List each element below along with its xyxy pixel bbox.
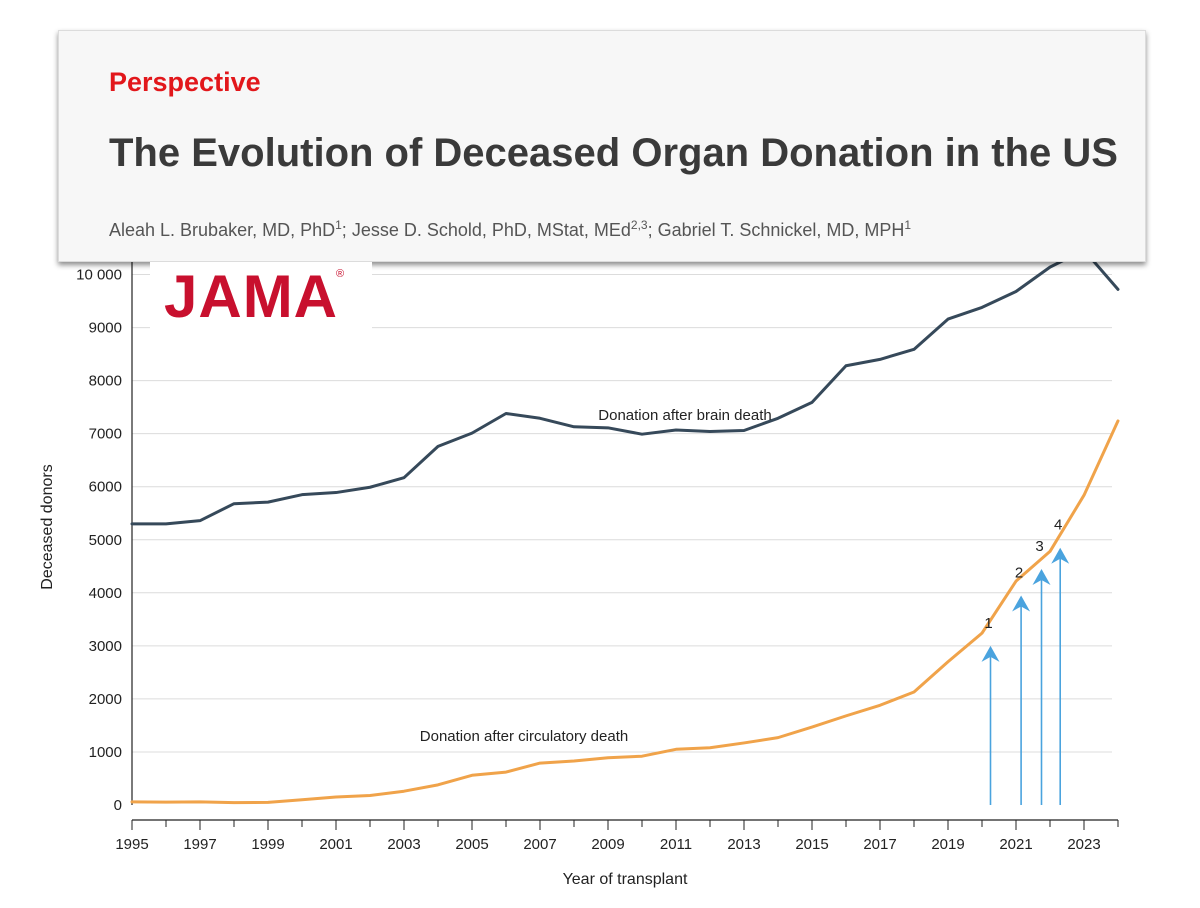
x-tick-label: 2017	[863, 836, 896, 853]
x-tick-label: 2007	[523, 836, 556, 853]
annotation-label: 3	[1035, 538, 1043, 555]
x-tick-label: 2015	[795, 836, 828, 853]
author-name[interactable]: Jesse D. Schold, PhD, MStat, MEd	[351, 220, 631, 240]
x-tick-label: 1999	[251, 836, 284, 853]
series-label-dcd: Donation after circulatory death	[420, 728, 628, 745]
x-tick-label: 2011	[660, 836, 692, 853]
x-tick-label: 2021	[999, 836, 1032, 853]
x-axis-label: Year of transplant	[563, 871, 688, 888]
y-tick-label: 7000	[89, 426, 122, 443]
author-affiliation: 1	[335, 218, 342, 232]
y-axis-label: Deceased donors	[39, 464, 56, 589]
author-affiliation: 2,3	[630, 218, 648, 232]
annotation-arrowhead	[1032, 568, 1051, 585]
author-separator: ;	[647, 220, 658, 240]
section-kicker[interactable]: Perspective	[109, 67, 261, 97]
series-label-dbd: Donation after brain death	[598, 407, 771, 424]
annotation-label: 1	[984, 615, 992, 632]
author-list: Aleah L. Brubaker, MD, PhD1; Jesse D. Sc…	[109, 218, 911, 241]
author-name[interactable]: Aleah L. Brubaker, MD, PhD	[109, 220, 336, 240]
y-tick-label: 3000	[89, 638, 122, 655]
gridlines	[132, 274, 1112, 753]
jama-logo: JAMA ®	[150, 262, 372, 340]
axes: 0 1000 2000 3000 4000 5000 6000 7000 8000 9000 10 …	[76, 248, 1119, 853]
y-tick-label: 9000	[89, 320, 122, 337]
x-tick-label: 2003	[387, 836, 420, 853]
annotation-label: 2	[1015, 564, 1023, 581]
author-affiliation: 1	[904, 218, 912, 232]
y-tick-label: 2000	[89, 691, 122, 708]
x-tick-label: 2019	[931, 836, 964, 853]
series-line-dbd	[130, 248, 1120, 526]
article-title: The Evolution of Deceased Organ Donation…	[109, 131, 1118, 175]
x-tick-label: 1995	[115, 836, 148, 853]
y-tick-label: 8000	[89, 373, 122, 390]
annotation-arrowhead	[981, 645, 1000, 662]
x-tick-label: 1997	[183, 836, 216, 853]
y-tick-label: 4000	[89, 585, 122, 602]
author-name[interactable]: Gabriel T. Schnickel, MD, MPH	[657, 220, 905, 240]
annotation-arrowhead	[1012, 595, 1031, 612]
author-separator: ;	[341, 220, 352, 240]
y-tick-label: 5000	[89, 532, 122, 549]
x-tick-label: 2009	[591, 836, 624, 853]
series-lines	[130, 248, 1120, 805]
y-tick-label: 0	[114, 797, 122, 814]
logo-wordmark: JAMA	[164, 263, 339, 330]
y-tick-label: 10 000	[76, 267, 122, 284]
y-tick-label: 6000	[89, 479, 122, 496]
registered-mark: ®	[336, 268, 345, 280]
annotation-arrows: 1 234	[981, 517, 1070, 805]
article-header: Perspective The Evolution of Deceased Or…	[58, 30, 1146, 262]
annotation-arrowhead	[1051, 547, 1070, 564]
x-tick-label: 2001	[319, 836, 352, 853]
x-tick-label: 2023	[1067, 836, 1100, 853]
y-tick-label: 1000	[89, 744, 122, 761]
x-tick-label: 2005	[455, 836, 488, 853]
x-tick-label: 2013	[727, 836, 760, 853]
series-line-dcd	[130, 419, 1120, 805]
annotation-label: 4	[1054, 517, 1062, 534]
